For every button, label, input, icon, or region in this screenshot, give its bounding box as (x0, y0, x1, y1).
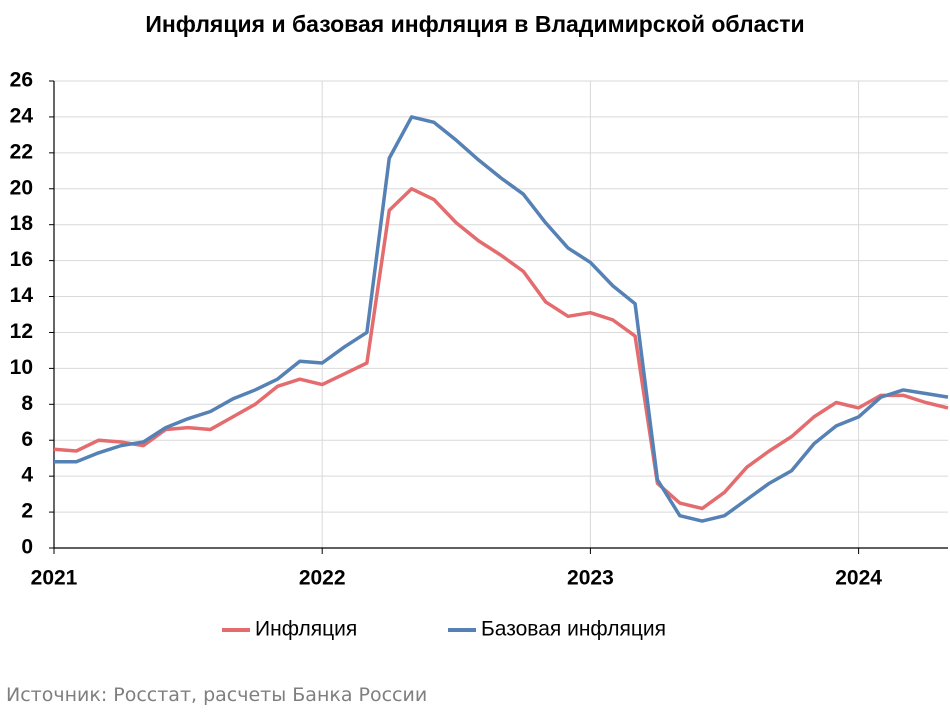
source-note: Источник: Росстат, расчеты Банка России (6, 684, 428, 706)
y-tick-label: 12 (10, 320, 33, 343)
chart-title: Инфляция и базовая инфляция в Владимирск… (145, 11, 805, 37)
x-tick-label: 2021 (31, 567, 78, 590)
x-tick-label: 2024 (835, 567, 882, 590)
y-tick-label: 4 (21, 464, 33, 487)
x-tick-label: 2023 (567, 567, 614, 590)
y-tick-label: 18 (10, 212, 34, 235)
y-tick-label: 6 (21, 428, 33, 451)
y-tick-label: 22 (10, 140, 33, 163)
y-tick-label: 14 (10, 284, 34, 307)
y-tick-label: 10 (10, 356, 33, 379)
series-line (53, 187, 949, 511)
x-tick-label: 2022 (299, 567, 346, 590)
legend-label: Базовая инфляция (481, 618, 666, 641)
y-tick-label: 24 (10, 104, 34, 127)
y-tick-label: 2 (21, 500, 33, 523)
y-tick-label: 16 (10, 248, 33, 271)
y-tick-label: 20 (10, 176, 33, 199)
y-tick-label: 8 (21, 392, 33, 415)
y-tick-label: 26 (10, 69, 33, 92)
y-tick-label: 0 (21, 536, 33, 559)
series-line (54, 115, 949, 523)
legend-label: Инфляция (255, 618, 357, 641)
